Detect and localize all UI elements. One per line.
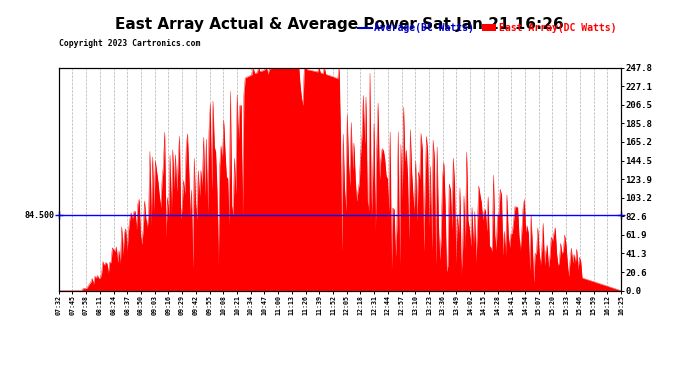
Text: Copyright 2023 Cartronics.com: Copyright 2023 Cartronics.com <box>59 39 200 48</box>
Title: East Array Actual & Average Power Sat Jan 21 16:26: East Array Actual & Average Power Sat Ja… <box>115 16 564 32</box>
Legend: Average(DC Watts), East Array(DC Watts): Average(DC Watts), East Array(DC Watts) <box>358 23 616 33</box>
